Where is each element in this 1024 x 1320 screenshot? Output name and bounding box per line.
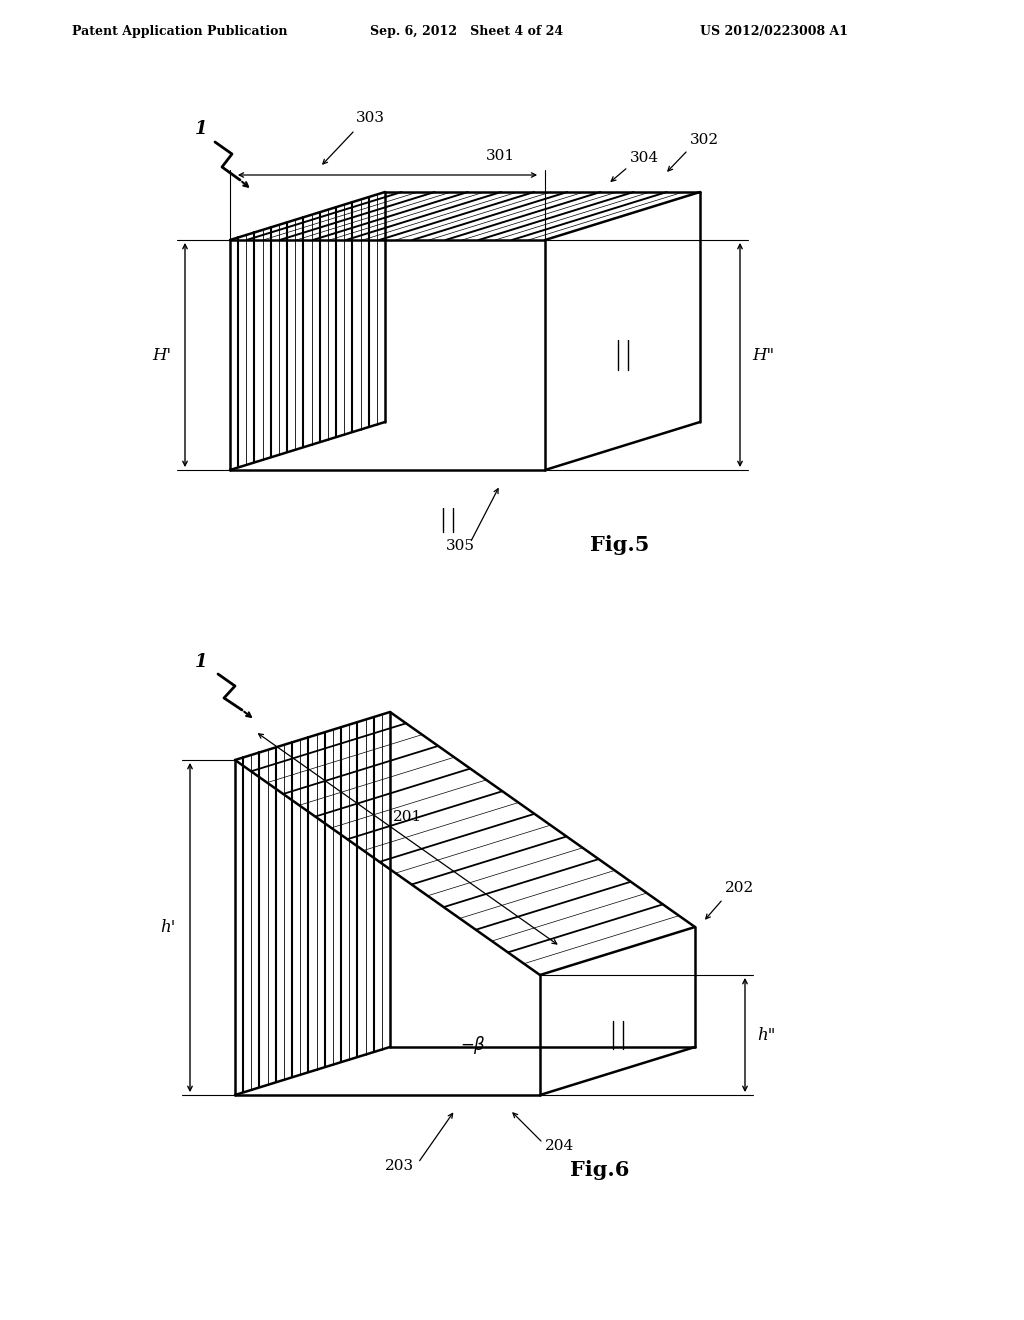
Text: h": h" [757,1027,775,1044]
Text: Fig.6: Fig.6 [570,1160,630,1180]
Text: 201: 201 [393,810,422,824]
Text: h': h' [161,919,176,936]
Text: Fig.5: Fig.5 [590,535,649,554]
Text: 302: 302 [690,133,719,147]
Text: 305: 305 [445,539,474,553]
Text: H': H' [152,346,171,363]
Text: 203: 203 [385,1159,415,1173]
Text: 204: 204 [545,1139,574,1152]
Text: 202: 202 [725,880,755,895]
Text: $-\beta$: $-\beta$ [460,1034,486,1056]
Text: 303: 303 [355,111,384,125]
Text: Sep. 6, 2012   Sheet 4 of 24: Sep. 6, 2012 Sheet 4 of 24 [370,25,563,38]
Text: H": H" [752,346,774,363]
Text: 1: 1 [195,653,208,671]
Text: US 2012/0223008 A1: US 2012/0223008 A1 [700,25,848,38]
Text: 304: 304 [630,150,659,165]
Text: 1: 1 [195,120,208,139]
Text: 301: 301 [485,149,515,162]
Text: Patent Application Publication: Patent Application Publication [72,25,288,38]
